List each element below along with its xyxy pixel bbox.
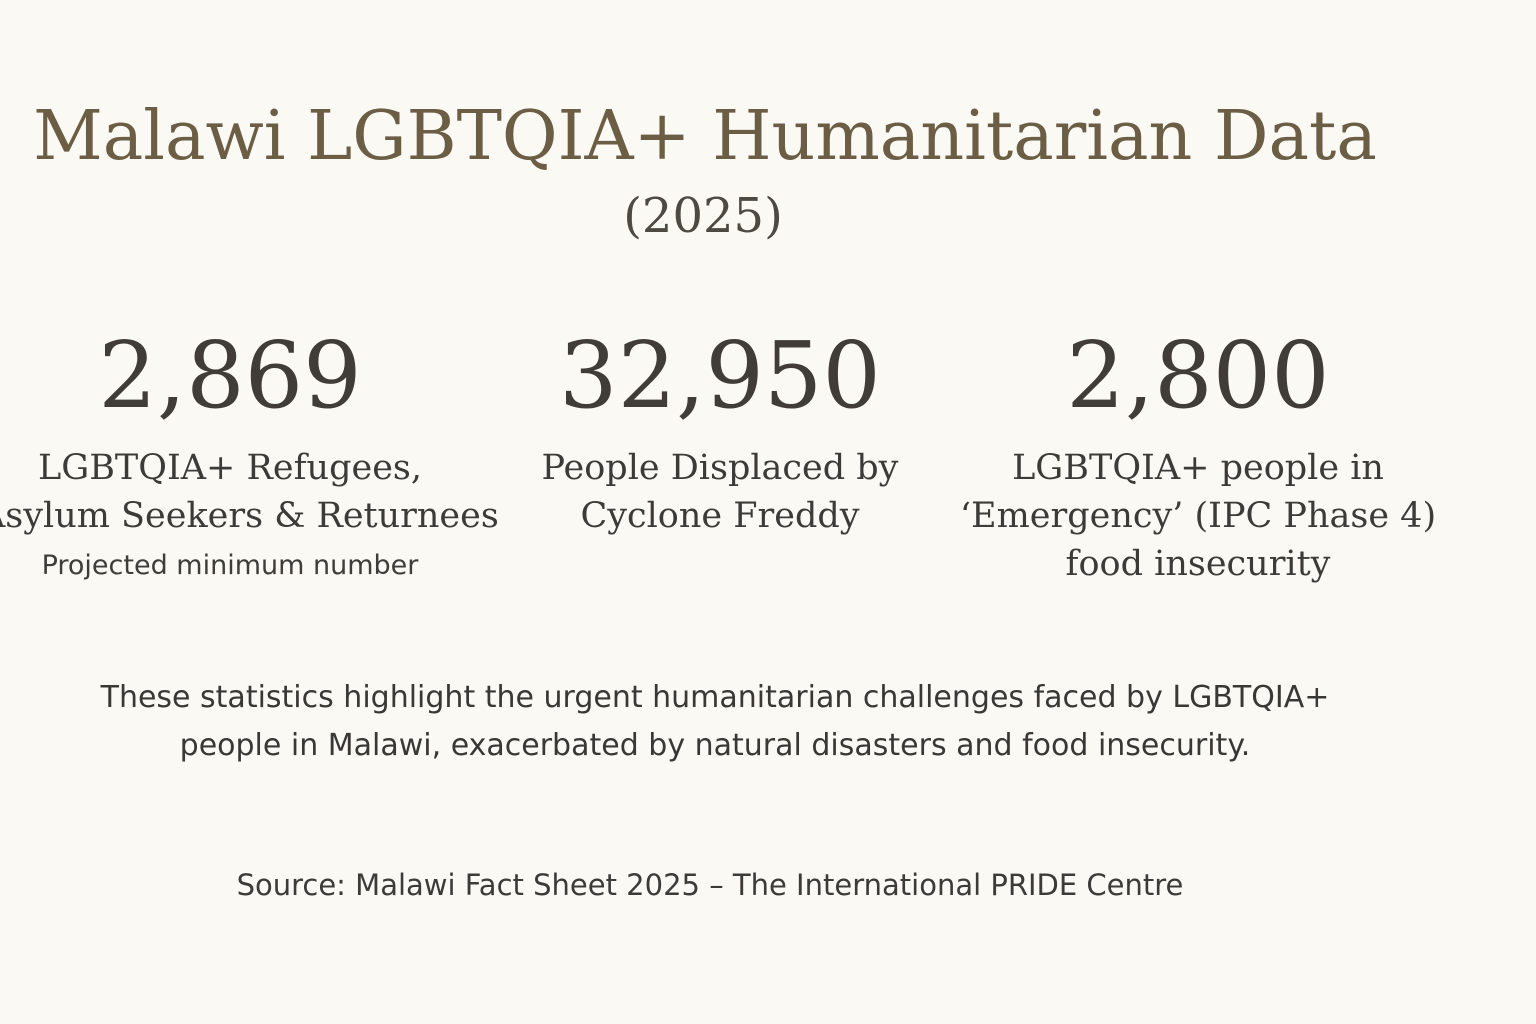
stat-label: LGBTQIA+ Refugees, Asylum Seekers & Retu… [0,444,499,540]
stat-note: Projected minimum number [41,550,419,581]
stat-value: 2,800 [1066,322,1330,429]
stat-card-food-insecurity: 2,800 LGBTQIA+ people in ‘Emergency’ (IP… [948,316,1448,588]
stat-value: 32,950 [559,322,881,429]
stat-label-line: LGBTQIA+ people in [1012,448,1384,488]
stat-card-refugees: 2,869 LGBTQIA+ Refugees, Asylum Seekers … [0,316,499,588]
source-citation: Source: Malawi Fact Sheet 2025 – The Int… [236,868,1184,902]
stat-label-line: ‘Emergency’ (IPC Phase 4) [959,496,1437,536]
stat-label-line: LGBTQIA+ Refugees, [38,448,422,488]
stat-value: 2,869 [98,322,362,429]
page-subtitle-year: (2025) [623,188,783,244]
page-title: Malawi LGBTQIA+ Humanitarian Data [33,97,1377,176]
stat-card-displaced: 32,950 People Displaced by Cyclone Fredd… [470,316,970,540]
summary-line: These statistics highlight the urgent hu… [100,680,1330,715]
summary-line: people in Malawi, exacerbated by natural… [179,728,1251,763]
stat-label: People Displaced by Cyclone Freddy [470,444,970,540]
summary-text: These statistics highlight the urgent hu… [0,674,1430,770]
stat-label-line: Cyclone Freddy [580,496,860,536]
stat-label-line: Asylum Seekers & Returnees [0,496,499,536]
stat-label: LGBTQIA+ people in ‘Emergency’ (IPC Phas… [948,444,1448,588]
stat-label-line: People Displaced by [541,448,899,488]
stat-label-line: food insecurity [1065,544,1331,584]
